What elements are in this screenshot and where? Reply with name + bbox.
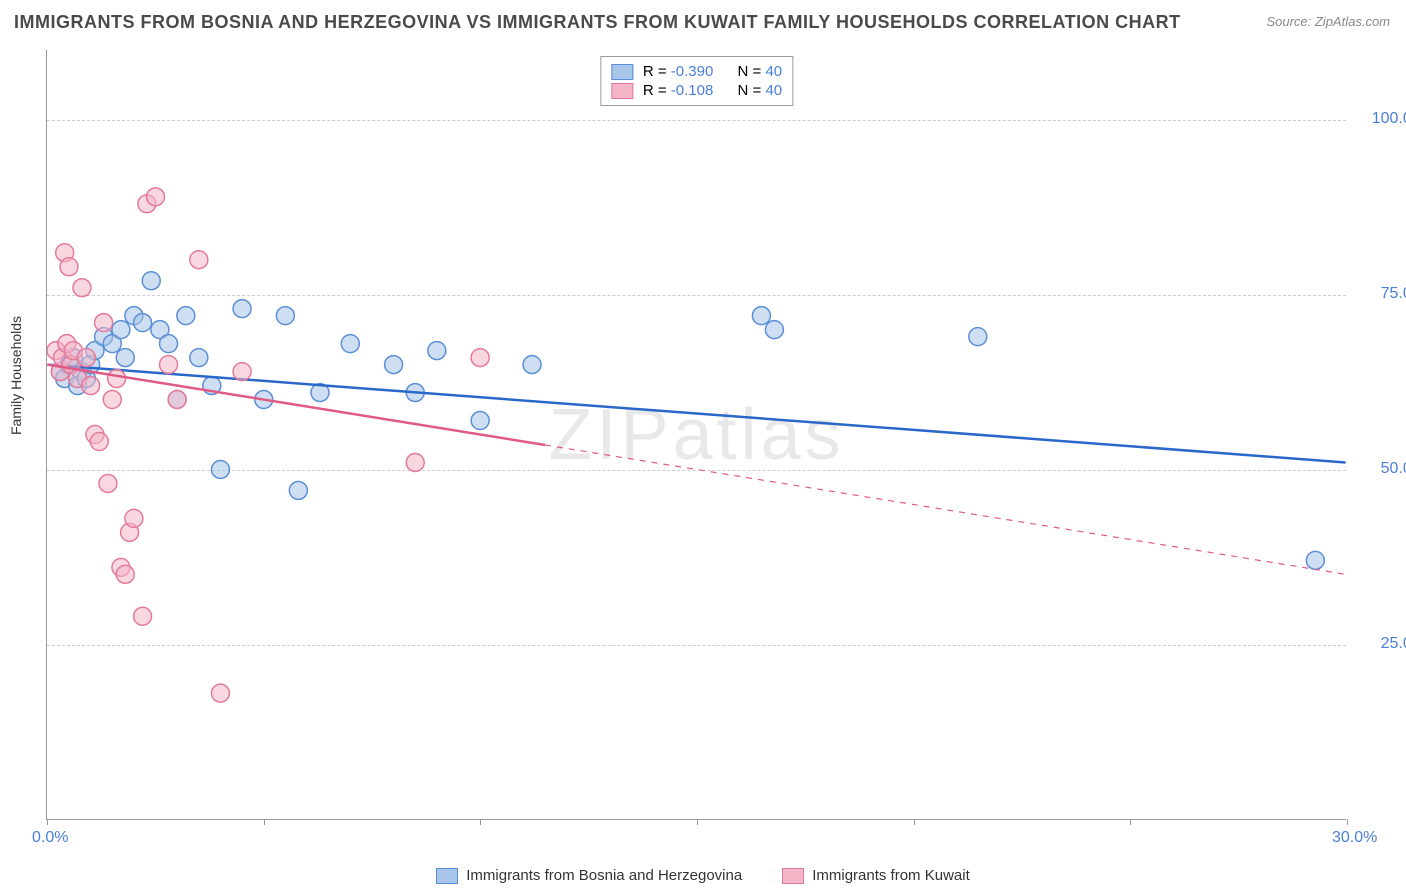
y-tick-label: 50.0%: [1356, 460, 1406, 478]
legend-top: R = -0.390 N = 40 R = -0.108 N = 40: [600, 56, 793, 106]
data-point-kuwait: [95, 314, 113, 332]
legend-row-kuwait: R = -0.108 N = 40: [611, 82, 782, 99]
data-point-bosnia: [233, 300, 251, 318]
data-point-kuwait: [134, 607, 152, 625]
data-point-bosnia: [112, 321, 130, 339]
data-point-bosnia: [177, 307, 195, 325]
data-point-bosnia: [142, 272, 160, 290]
plot-area: ZIPatlas R = -0.390 N = 40 R = -0.108 N …: [46, 50, 1346, 820]
swatch-kuwait: [611, 83, 633, 99]
x-tick-label: 0.0%: [32, 829, 68, 847]
data-point-bosnia: [341, 335, 359, 353]
data-point-bosnia: [428, 342, 446, 360]
data-point-bosnia: [134, 314, 152, 332]
data-point-bosnia: [276, 307, 294, 325]
swatch-bosnia-b: [436, 868, 458, 884]
data-point-kuwait: [77, 349, 95, 367]
x-tickmark: [264, 819, 265, 825]
x-tickmark: [47, 819, 48, 825]
data-point-kuwait: [233, 363, 251, 381]
data-point-bosnia: [1306, 551, 1324, 569]
data-point-bosnia: [752, 307, 770, 325]
data-point-kuwait: [406, 453, 424, 471]
x-tick-label: 30.0%: [1332, 829, 1377, 847]
data-point-kuwait: [116, 565, 134, 583]
data-point-bosnia: [289, 481, 307, 499]
data-point-bosnia: [969, 328, 987, 346]
x-tickmark: [914, 819, 915, 825]
data-point-kuwait: [108, 370, 126, 388]
data-point-bosnia: [385, 356, 403, 374]
data-point-bosnia: [116, 349, 134, 367]
y-axis-label: Family Households: [8, 316, 24, 435]
legend-n-bosnia: N = 40: [738, 63, 783, 80]
legend-r-bosnia: R = -0.390: [643, 63, 713, 80]
y-tick-label: 75.0%: [1356, 285, 1406, 303]
data-point-bosnia: [160, 335, 178, 353]
legend-r-kuwait: R = -0.108: [643, 82, 713, 99]
n-val-kuwait: 40: [765, 82, 782, 99]
y-tick-label: 100.0%: [1356, 110, 1406, 128]
data-point-kuwait: [160, 356, 178, 374]
x-tickmark: [480, 819, 481, 825]
data-point-kuwait: [168, 391, 186, 409]
data-point-kuwait: [60, 258, 78, 276]
data-point-kuwait: [73, 279, 91, 297]
data-point-bosnia: [765, 321, 783, 339]
legend-label-kuwait: Immigrants from Kuwait: [812, 867, 970, 884]
source-label: Source: ZipAtlas.com: [1266, 14, 1390, 29]
legend-n-kuwait: N = 40: [738, 82, 783, 99]
legend-label-bosnia: Immigrants from Bosnia and Herzegovina: [466, 867, 742, 884]
data-point-kuwait: [147, 188, 165, 206]
r-val-kuwait: -0.108: [671, 82, 714, 99]
r-prefix2: R =: [643, 82, 671, 99]
data-point-kuwait: [471, 349, 489, 367]
n-prefix2: N =: [738, 82, 766, 99]
chart-svg: [47, 50, 1346, 819]
data-point-kuwait: [82, 377, 100, 395]
data-point-bosnia: [471, 412, 489, 430]
n-val-bosnia: 40: [765, 63, 782, 80]
y-tick-label: 25.0%: [1356, 635, 1406, 653]
legend-row-bosnia: R = -0.390 N = 40: [611, 63, 782, 80]
x-tickmark: [697, 819, 698, 825]
data-point-bosnia: [211, 460, 229, 478]
x-tickmark: [1130, 819, 1131, 825]
data-point-kuwait: [99, 474, 117, 492]
r-val-bosnia: -0.390: [671, 63, 714, 80]
swatch-bosnia: [611, 64, 633, 80]
data-point-kuwait: [90, 433, 108, 451]
trendline-kuwait: [47, 365, 545, 445]
legend-bottom-bosnia: Immigrants from Bosnia and Herzegovina: [436, 867, 742, 884]
data-point-kuwait: [190, 251, 208, 269]
swatch-kuwait-b: [782, 868, 804, 884]
data-point-bosnia: [523, 356, 541, 374]
n-prefix: N =: [738, 63, 766, 80]
chart-title: IMMIGRANTS FROM BOSNIA AND HERZEGOVINA V…: [14, 12, 1181, 33]
trendline-dash-kuwait: [545, 445, 1346, 574]
data-point-kuwait: [125, 509, 143, 527]
data-point-bosnia: [190, 349, 208, 367]
data-point-kuwait: [103, 391, 121, 409]
r-prefix: R =: [643, 63, 671, 80]
legend-bottom-kuwait: Immigrants from Kuwait: [782, 867, 970, 884]
data-point-kuwait: [211, 684, 229, 702]
x-tickmark: [1347, 819, 1348, 825]
legend-bottom: Immigrants from Bosnia and Herzegovina I…: [0, 867, 1406, 884]
